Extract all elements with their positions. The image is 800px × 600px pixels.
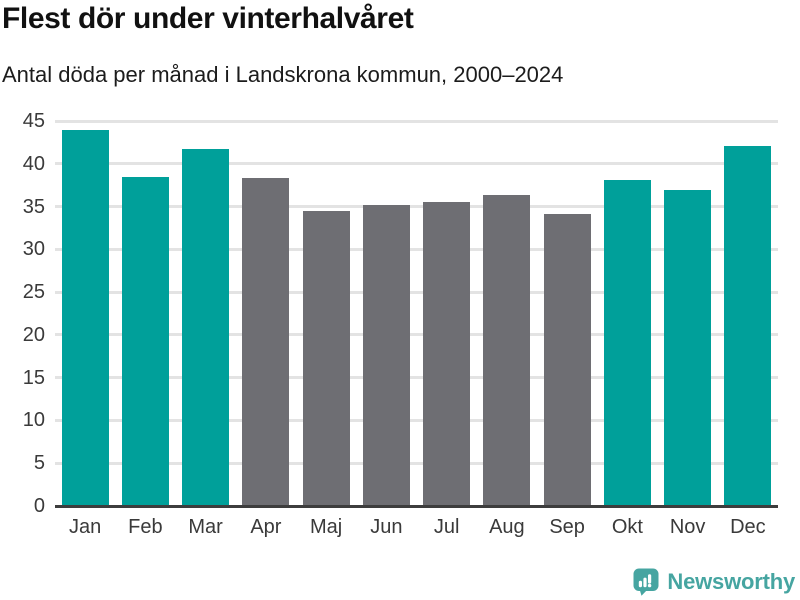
newsworthy-bubble-chart-icon — [633, 568, 659, 596]
bar-slot-Okt — [597, 121, 657, 506]
plot-area — [55, 119, 778, 508]
x-axis-tick-labels: Jan Feb Mar Apr Maj Jun Jul Aug Sep Okt Nov Dec — [55, 516, 778, 539]
x-tick-Sep: Sep — [549, 516, 585, 538]
x-tick-Dec: Dec — [730, 516, 766, 538]
y-tick-45: 45 — [22, 110, 45, 132]
x-tick-Jan: Jan — [69, 516, 102, 538]
x-tick-Okt: Okt — [611, 516, 643, 538]
gridline-35 — [55, 205, 778, 209]
y-tick-35: 35 — [22, 195, 45, 218]
bar-Dec — [724, 145, 772, 506]
bar-slot-Mar — [176, 121, 236, 506]
newsworthy-logo-text: Newsworthy — [667, 569, 795, 594]
y-tick-5: 5 — [33, 452, 45, 475]
x-tick-Aug: Aug — [489, 516, 525, 538]
y-tick-10: 10 — [22, 409, 45, 432]
bar-slot-Apr — [236, 121, 296, 506]
bar-Jul — [423, 202, 471, 506]
gridline-10 — [55, 418, 778, 422]
bar-Mar — [182, 149, 230, 506]
bar-slot-Jul — [417, 121, 477, 506]
y-tick-15: 15 — [22, 366, 45, 389]
gridline-5 — [55, 461, 778, 465]
x-tick-Jun: Jun — [370, 516, 403, 538]
bar-Apr — [242, 178, 290, 506]
chart-subtitle: Antal döda per månad i Landskrona kommun… — [2, 62, 564, 87]
bar-slot-Dec — [718, 121, 778, 506]
x-tick-Mar: Mar — [188, 516, 223, 538]
gridline-20 — [55, 333, 778, 337]
gridline-40 — [55, 162, 778, 166]
bar-series — [55, 121, 778, 506]
gridline-15 — [55, 376, 778, 380]
x-tick-Nov: Nov — [669, 516, 706, 538]
y-tick-0: 0 — [33, 495, 45, 517]
bar-slot-Maj — [296, 121, 356, 506]
bar-Okt — [603, 180, 651, 506]
bar-Feb — [121, 176, 169, 506]
x-tick-Jul: Jul — [433, 516, 460, 538]
bar-Nov — [664, 190, 712, 506]
bar-Jun — [362, 204, 410, 506]
gridline-25 — [55, 290, 778, 294]
gridline-30 — [55, 247, 778, 251]
bar-slot-Jan — [55, 121, 115, 506]
bar-slot-Nov — [658, 121, 718, 506]
gridline-45 — [55, 119, 778, 123]
x-tick-Apr: Apr — [250, 516, 282, 538]
y-tick-40: 40 — [22, 152, 45, 175]
bar-Aug — [483, 194, 531, 506]
bar-Sep — [543, 214, 591, 506]
chart-title: Flest dör under vinterhalvåret — [2, 2, 414, 35]
bar-slot-Sep — [537, 121, 597, 506]
y-tick-30: 30 — [22, 238, 45, 261]
bar-slot-Jun — [356, 121, 416, 506]
bar-slot-Feb — [115, 121, 175, 506]
bar-Maj — [302, 210, 350, 506]
x-tick-Maj: Maj — [310, 516, 343, 538]
x-tick-Feb: Feb — [128, 516, 163, 538]
x-axis-line — [55, 505, 778, 508]
bar-slot-Aug — [477, 121, 537, 506]
y-tick-20: 20 — [22, 323, 45, 346]
y-axis-tick-labels: 0 5 10 15 20 25 30 35 40 45 — [0, 111, 45, 516]
newsworthy-logo: Newsworthy — [632, 568, 795, 596]
y-tick-25: 25 — [22, 281, 45, 304]
bar-Jan — [61, 129, 109, 506]
